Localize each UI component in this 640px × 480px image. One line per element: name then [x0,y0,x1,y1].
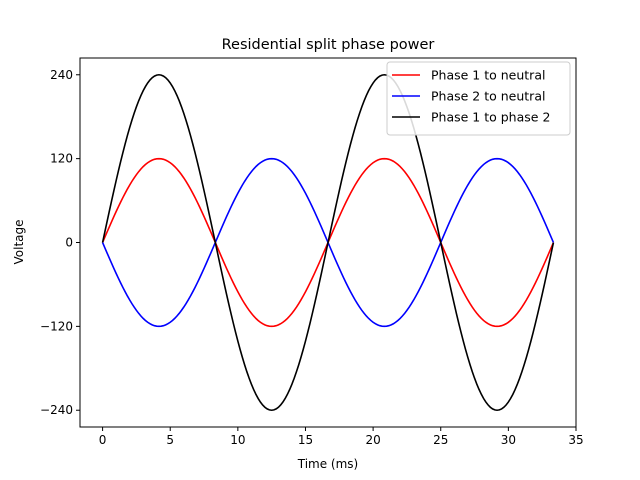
y-tick-label: −240 [40,403,73,417]
x-tick-label: 35 [568,433,583,447]
y-tick-label: 240 [50,68,73,82]
x-tick-label: 5 [166,433,174,447]
y-tick-label: −120 [40,319,73,333]
x-axis: 0 5 10 15 20 25 30 35 [99,427,584,447]
y-axis-label: Voltage [12,219,26,264]
x-tick-label: 25 [433,433,448,447]
legend-box [386,61,571,136]
legend-label: Phase 1 to phase 2 [431,110,550,125]
x-tick-label: 0 [99,433,107,447]
y-tick-label: 120 [50,152,73,166]
legend-label: Phase 1 to neutral [431,68,545,83]
x-axis-label: Time (ms) [297,457,359,471]
legend: Phase 1 to neutral Phase 2 to neutral Phas… [386,61,571,136]
y-axis: −240 −120 0 120 240 [40,68,80,417]
x-tick-label: 30 [501,433,516,447]
chart-title: Residential split phase power [222,37,435,53]
series-line-3 [101,73,555,412]
legend-label: Phase 2 to neutral [431,89,545,104]
x-tick-label: 15 [298,433,313,447]
plot-area [101,73,555,412]
x-tick-label: 20 [365,433,380,447]
x-tick-label: 10 [230,433,245,447]
y-tick-label: 0 [65,236,73,250]
